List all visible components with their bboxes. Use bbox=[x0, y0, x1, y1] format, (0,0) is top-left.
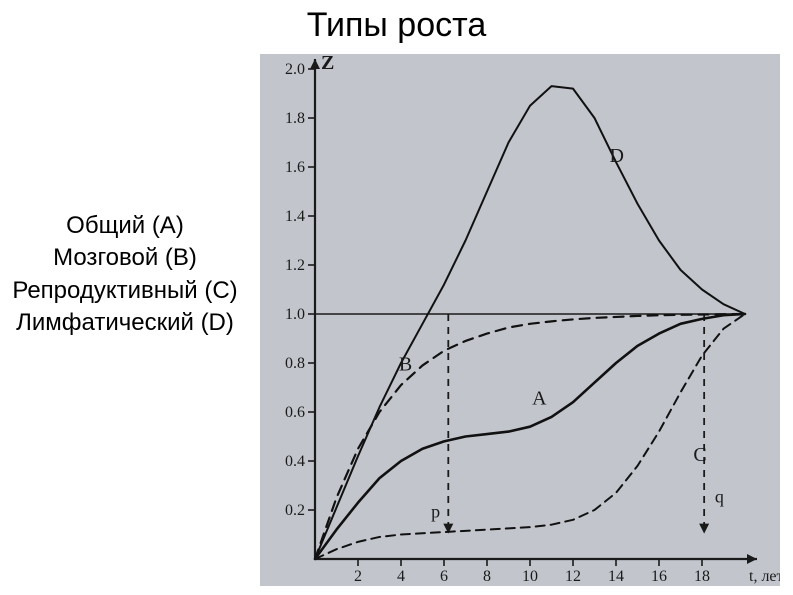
growth-type-legend: Общий (A) Мозговой (B) Репродуктивный (C… bbox=[0, 210, 250, 340]
legend-line-a: Общий (A) bbox=[0, 210, 250, 242]
x-tick-label: 16 bbox=[651, 568, 667, 585]
page-title: Типы роста bbox=[0, 6, 793, 45]
x-tick-label: 6 bbox=[440, 568, 448, 585]
x-axis-label: t, лет bbox=[749, 568, 780, 585]
y-tick-label: 0.2 bbox=[285, 502, 305, 519]
annotation-a: A bbox=[532, 388, 547, 410]
annotation-d: D bbox=[610, 145, 624, 167]
y-tick-label: 0.4 bbox=[285, 453, 305, 470]
x-tick-label: 18 bbox=[694, 568, 710, 585]
annotation-q: q bbox=[715, 487, 724, 507]
annotation-b: B bbox=[399, 353, 412, 375]
y-tick-label: 0.8 bbox=[285, 355, 305, 372]
legend-line-d: Лимфатический (D) bbox=[0, 307, 250, 339]
legend-line-b: Мозговой (B) bbox=[0, 242, 250, 274]
x-tick-label: 10 bbox=[522, 568, 538, 585]
legend-line-c: Репродуктивный (C) bbox=[0, 275, 250, 307]
y-tick-label: 1.8 bbox=[285, 110, 305, 127]
growth-curves-chart: 0.2 0.4 0.6 0.8 1.0 1.2 1.4 1.6 1.8 2.0 2 4 6 8 10 12 14… bbox=[260, 54, 780, 586]
x-tick-label: 2 bbox=[354, 568, 362, 585]
annotation-c: C bbox=[693, 444, 706, 466]
y-tick-label: 2.0 bbox=[285, 61, 305, 78]
y-tick-label: 1.4 bbox=[285, 208, 305, 225]
y-tick-label: 1.2 bbox=[285, 257, 305, 274]
x-tick-label: 14 bbox=[608, 568, 624, 585]
x-tick-label: 8 bbox=[483, 568, 491, 585]
y-tick-label: 1.6 bbox=[285, 159, 305, 176]
y-tick-label: 0.6 bbox=[285, 404, 305, 421]
y-tick-label: 1.0 bbox=[285, 306, 305, 323]
y-axis-label: Z bbox=[321, 54, 334, 74]
x-tick-label: 12 bbox=[565, 568, 581, 585]
x-tick-label: 4 bbox=[397, 568, 405, 585]
annotation-p: p bbox=[431, 501, 440, 521]
